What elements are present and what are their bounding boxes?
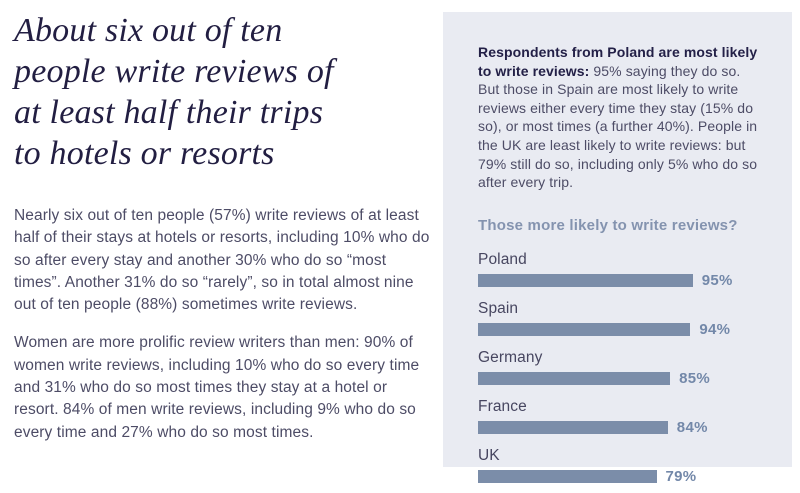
- headline-line-1: About six out of ten: [14, 12, 283, 49]
- bar: [478, 469, 657, 483]
- bar-line: 95%: [478, 272, 762, 289]
- headline-line-2: people write reviews of: [14, 53, 334, 90]
- panel-intro-bold: Respondents from Poland are most likely …: [478, 44, 758, 79]
- chart-rows: Poland 95% Spain 94% Germany 85% France 84% UK 79…: [478, 250, 762, 485]
- chart-row: France 84%: [478, 397, 762, 436]
- chart-title: Those more likely to write reviews?: [478, 216, 738, 234]
- panel-intro-rest: 95% saying they do so. But those in Spai…: [478, 62, 758, 191]
- bar-value-label: 85%: [679, 369, 711, 387]
- highlight-panel: Respondents from Poland are most likely …: [443, 12, 792, 485]
- page-headline: About six out of ten people write review…: [14, 10, 436, 174]
- bar-category-label: UK: [478, 446, 500, 464]
- bar-value-label: 95%: [701, 271, 733, 289]
- bar: [478, 420, 668, 434]
- bar-line: 85%: [478, 370, 762, 387]
- bar-category-label: Poland: [478, 250, 527, 268]
- left-column: About six out of ten people write review…: [14, 10, 436, 444]
- bar-line: 84%: [478, 419, 762, 436]
- body-copy: Nearly six out of ten people (57%) write…: [14, 205, 436, 444]
- bar-category-label: Germany: [478, 348, 543, 366]
- bar-category-label: Spain: [478, 299, 519, 317]
- bar: [478, 273, 693, 287]
- bar: [478, 322, 691, 336]
- headline-line-3: at least half their trips: [14, 94, 324, 131]
- headline-line-4: to hotels or resorts: [14, 135, 275, 172]
- chart-row: UK 79%: [478, 446, 762, 485]
- body-paragraph-2: Women are more prolific review writers t…: [14, 334, 420, 441]
- chart-row: Poland 95%: [478, 250, 762, 289]
- bar-line: 79%: [478, 468, 762, 485]
- bar-line: 94%: [478, 321, 762, 338]
- chart-row: Germany 85%: [478, 348, 762, 387]
- bar: [478, 371, 671, 385]
- bar-category-label: France: [478, 397, 527, 415]
- body-paragraph-1: Nearly six out of ten people (57%) write…: [14, 207, 430, 314]
- bar-value-label: 84%: [676, 418, 708, 436]
- bar-value-label: 94%: [699, 320, 731, 338]
- chart-row: Spain 94%: [478, 299, 762, 338]
- bar-value-label: 79%: [665, 467, 697, 485]
- panel-intro: Respondents from Poland are most likely …: [478, 43, 762, 192]
